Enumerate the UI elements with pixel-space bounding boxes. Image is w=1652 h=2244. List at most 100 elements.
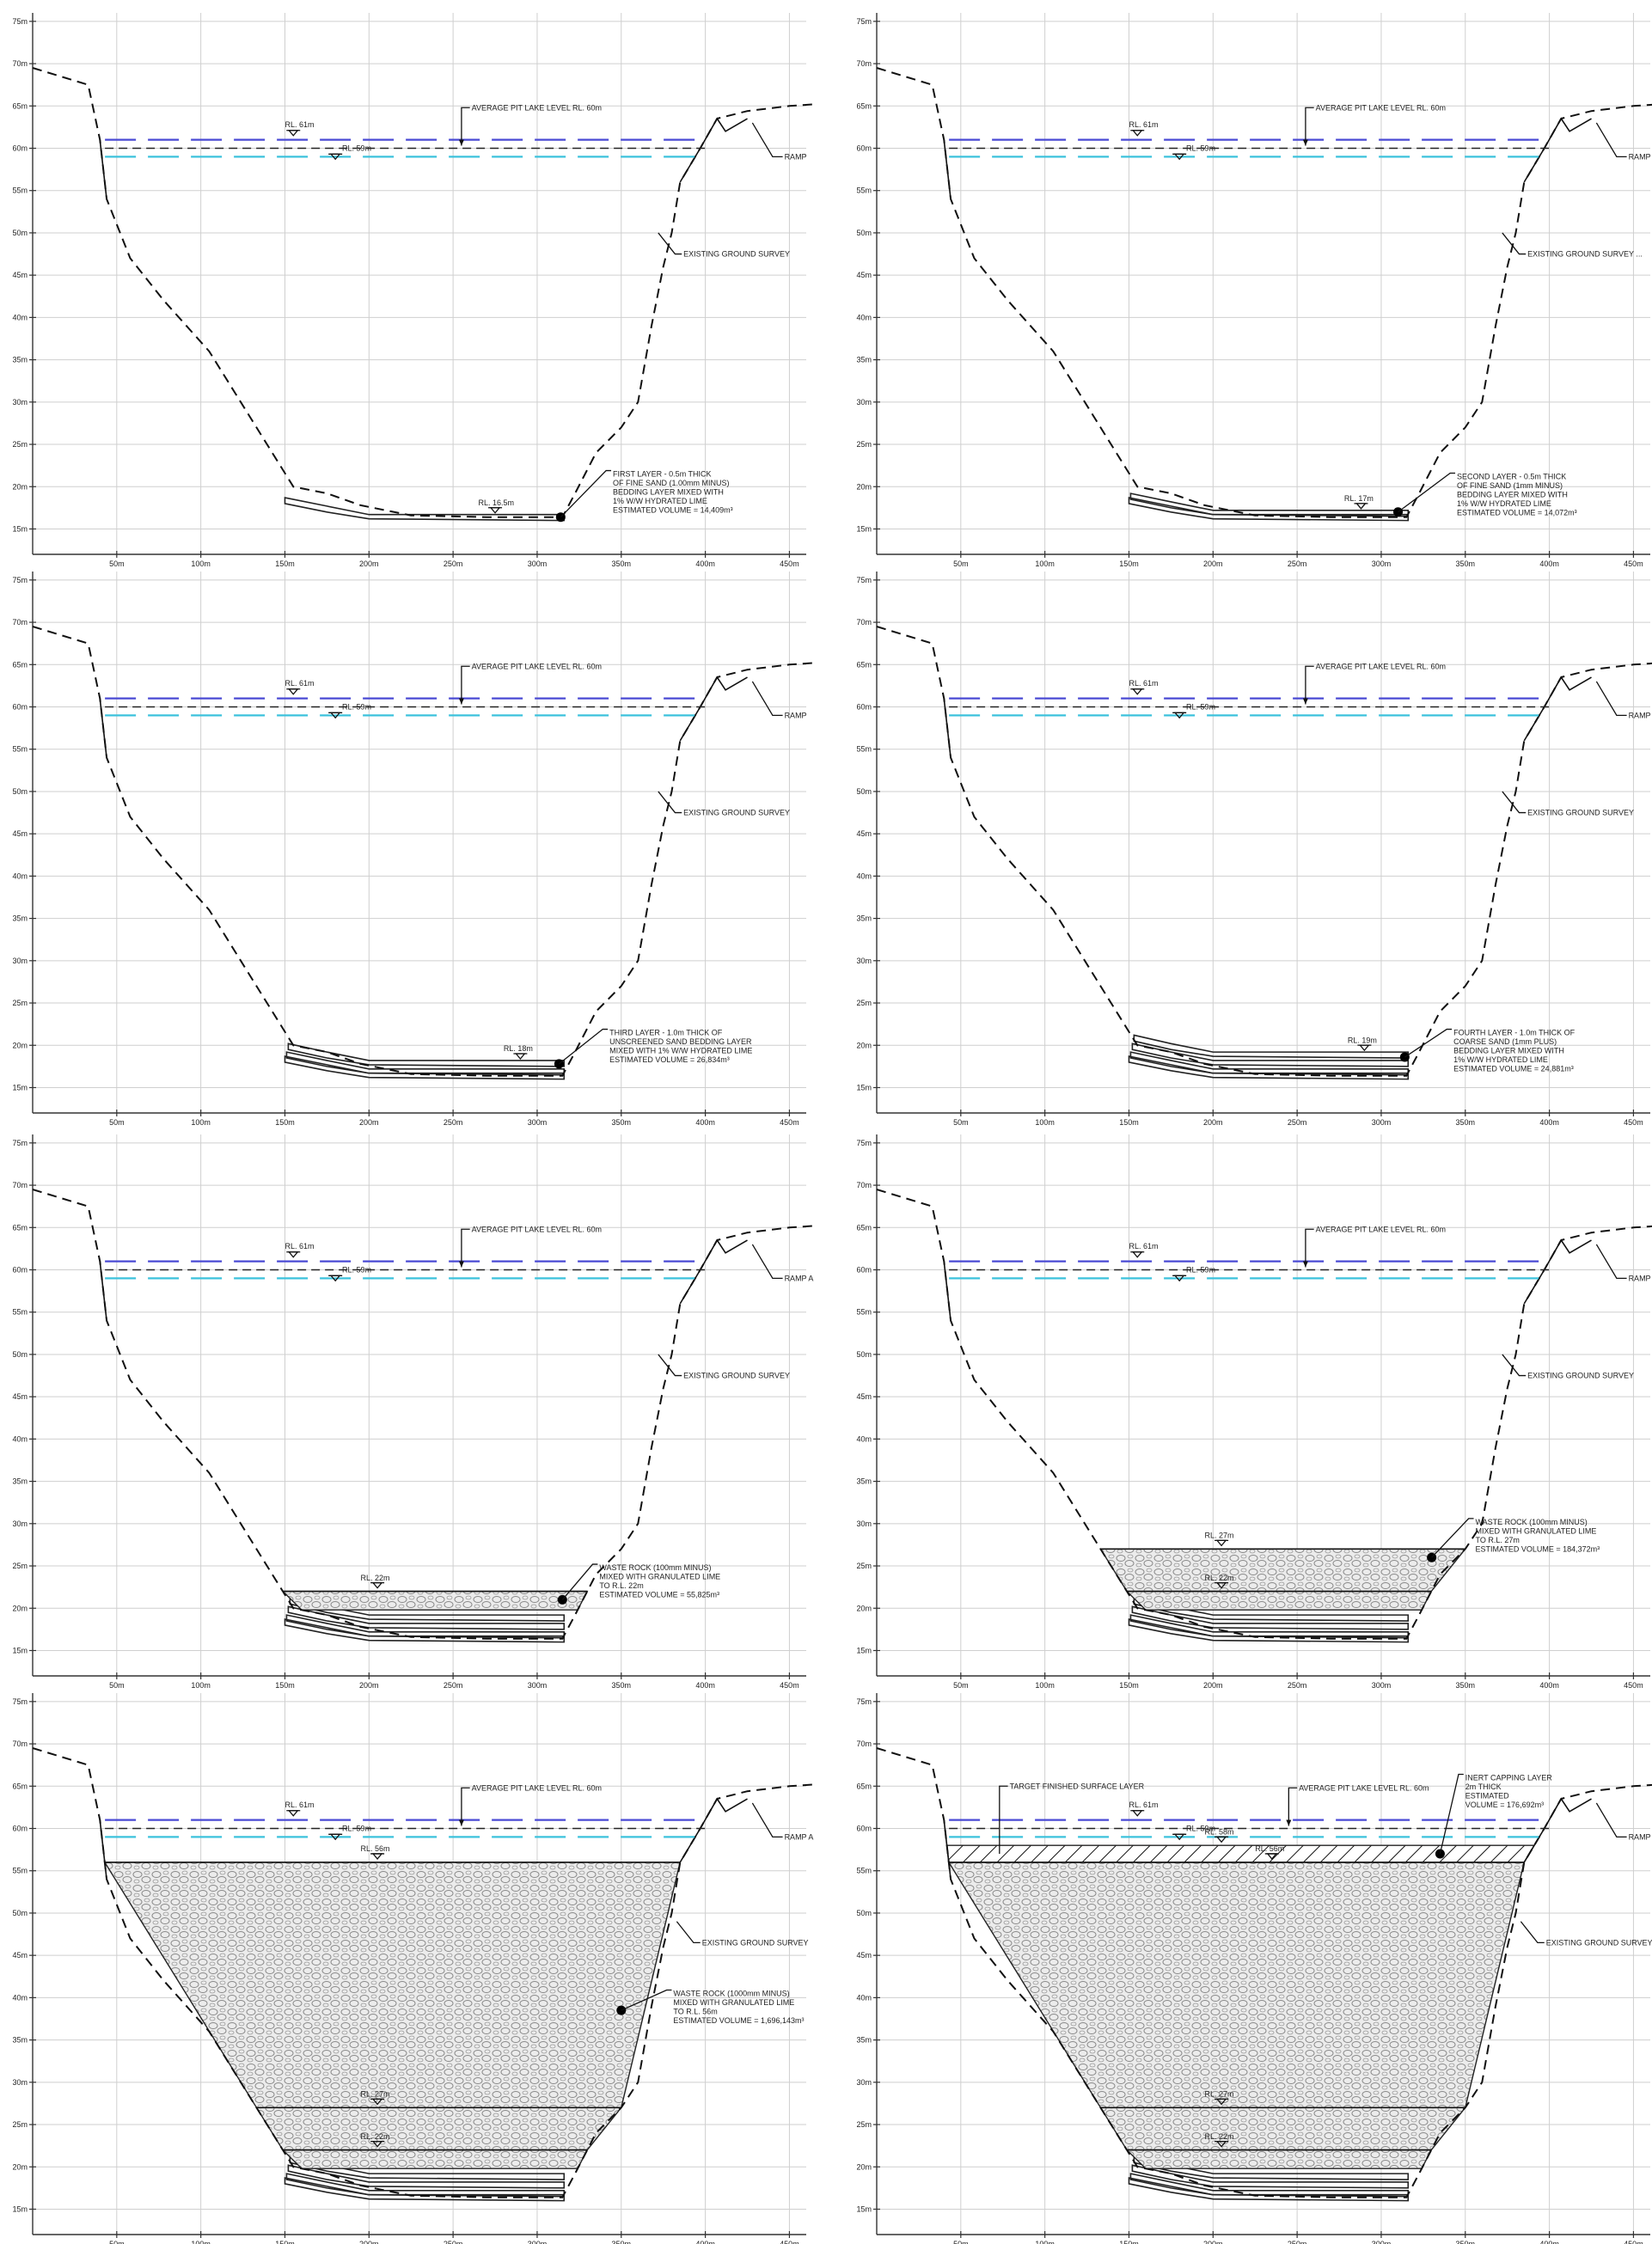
y-tick-label: 20m xyxy=(12,1041,28,1049)
ramp-label: RAMP A xyxy=(785,1274,814,1282)
layer-annotation-line: FOURTH LAYER - 1.0m THICK OF xyxy=(1453,1028,1576,1036)
y-tick-label: 70m xyxy=(12,618,28,627)
x-tick-label: 50m xyxy=(953,1118,969,1127)
rl-label: RL. 22m xyxy=(361,2132,390,2141)
lake-level-leader xyxy=(461,1787,470,1826)
y-tick-label: 40m xyxy=(856,313,872,321)
y-tick-label: 55m xyxy=(12,1308,28,1317)
bedding-layer xyxy=(1128,2177,1410,2202)
lake-level-arrow xyxy=(1286,1819,1292,1826)
section-panel-second-layer: 75m 70m 65m 60m 55m 50m 45m 40m 35m 30m 25m 20m 15m 5… xyxy=(856,13,1652,568)
y-tick-label: 35m xyxy=(12,914,28,923)
layer-annotation-line: TO R.L. 27m xyxy=(1476,1536,1520,1544)
lake-level-arrow xyxy=(458,1261,464,1268)
section-panel-first-layer: 75m 70m 65m 60m 55m 50m 45m 40m 35m 30m 25m 20m 15m 5… xyxy=(12,13,815,568)
rl-61-label: RL. 61m xyxy=(285,120,314,129)
ground-survey-label: EXISTING GROUND SURVEY xyxy=(683,250,790,259)
bedding-layer xyxy=(285,1051,566,1076)
rl-59-label: RL. 59m xyxy=(1186,1824,1215,1832)
x-tick-label: 200m xyxy=(1203,1681,1223,1690)
x-tick-label: 450m xyxy=(780,1118,799,1127)
ramp-profile xyxy=(1523,676,1592,742)
y-tick-label: 65m xyxy=(856,1223,872,1232)
ramp-profile xyxy=(1523,1238,1592,1305)
x-tick-label: 450m xyxy=(1624,2240,1643,2244)
level-marker-triangle xyxy=(1131,130,1143,137)
y-tick-label: 60m xyxy=(12,703,28,712)
bedding-layer xyxy=(1128,1055,1410,1080)
rl-59-label: RL. 59m xyxy=(1186,1265,1215,1274)
y-tick-label: 75m xyxy=(856,1139,872,1147)
ramp-leader xyxy=(1595,1244,1627,1279)
lake-level-arrow xyxy=(1302,698,1308,705)
lake-level-label: AVERAGE PIT LAKE LEVEL RL. 60m xyxy=(1316,662,1446,670)
x-tick-label: 400m xyxy=(1539,1118,1559,1127)
y-tick-label: 70m xyxy=(856,59,872,68)
layer-annotation-line: TO R.L. 22m xyxy=(599,1581,643,1590)
y-tick-label: 40m xyxy=(12,1993,28,2002)
x-tick-label: 100m xyxy=(1035,1681,1055,1690)
level-marker-triangle xyxy=(371,1581,383,1589)
bedding-layer xyxy=(1129,2173,1410,2198)
x-tick-label: 400m xyxy=(695,559,715,568)
y-tick-label: 65m xyxy=(12,660,28,669)
y-tick-label: 25m xyxy=(856,999,872,1007)
waste-rock-layer-22 xyxy=(1125,2149,1433,2169)
existing-ground-profile xyxy=(876,67,1652,518)
x-tick-label: 400m xyxy=(695,2240,715,2244)
bedding-layer xyxy=(1129,1051,1410,1076)
x-tick-label: 100m xyxy=(1035,559,1055,568)
rl-59-label: RL. 59m xyxy=(342,702,371,711)
y-tick-label: 55m xyxy=(856,1867,872,1875)
layer-callout-leader xyxy=(1431,1518,1474,1558)
y-tick-label: 60m xyxy=(856,1825,872,1833)
rl-label: RL. 16.5m xyxy=(478,498,514,507)
x-tick-label: 100m xyxy=(191,1118,211,1127)
ramp-leader xyxy=(751,122,783,157)
ramp-leader xyxy=(751,1802,783,1837)
x-tick-label: 400m xyxy=(1539,1681,1559,1690)
layer-callout-leader xyxy=(1398,472,1456,513)
y-tick-label: 60m xyxy=(12,1266,28,1275)
level-marker-triangle xyxy=(287,1810,299,1817)
rl-59-label: RL. 59m xyxy=(342,144,371,152)
pit-wall-edge xyxy=(943,698,951,758)
y-tick-label: 25m xyxy=(12,2120,28,2129)
layer-annotation-line: ESTIMATED VOLUME = 14,072m³ xyxy=(1457,508,1577,517)
x-tick-label: 300m xyxy=(528,559,548,568)
y-tick-label: 20m xyxy=(12,1604,28,1612)
y-tick-label: 20m xyxy=(856,1604,872,1612)
x-tick-label: 150m xyxy=(275,1681,295,1690)
x-tick-label: 50m xyxy=(109,559,125,568)
layer-callout-leader xyxy=(1404,1028,1453,1058)
ground-survey-label: EXISTING GROUND SURVEY xyxy=(1527,1372,1634,1380)
y-tick-label: 15m xyxy=(12,1083,28,1091)
x-tick-label: 350m xyxy=(612,1118,632,1127)
y-tick-label: 70m xyxy=(12,59,28,68)
waste-rock-layer-22 xyxy=(281,2149,589,2169)
layer-annotation-line: WASTE ROCK (100mm MINUS) xyxy=(1476,1518,1588,1526)
lake-level-leader xyxy=(1305,665,1314,705)
lake-level-label: AVERAGE PIT LAKE LEVEL RL. 60m xyxy=(472,1783,602,1792)
bedding-layer xyxy=(1128,497,1410,522)
x-tick-label: 300m xyxy=(1372,1118,1392,1127)
fill-layers xyxy=(945,1844,1536,2202)
layer-annotation-line: COARSE SAND (1mm PLUS) xyxy=(1453,1037,1557,1046)
y-tick-label: 40m xyxy=(856,1993,872,2002)
layer-annotation-line: ESTIMATED xyxy=(1465,1791,1509,1800)
waste-rock-layer-27 xyxy=(1099,1548,1467,1593)
pit-wall-edge xyxy=(99,139,107,199)
x-tick-label: 350m xyxy=(612,559,632,568)
y-tick-label: 60m xyxy=(12,1825,28,1833)
x-tick-label: 350m xyxy=(1456,559,1476,568)
layer-annotation-line: ESTIMATED VOLUME = 1,696,143m³ xyxy=(673,2016,804,2025)
x-tick-label: 150m xyxy=(275,2240,295,2244)
y-tick-label: 15m xyxy=(12,1646,28,1654)
bedding-layer xyxy=(284,2177,566,2202)
y-tick-label: 35m xyxy=(856,914,872,923)
x-tick-label: 450m xyxy=(780,1681,799,1690)
ground-survey-leader xyxy=(1502,1354,1527,1377)
rl-61-label: RL. 61m xyxy=(1129,1801,1158,1809)
ramp-profile xyxy=(1523,1797,1592,1863)
bedding-layer xyxy=(1128,1618,1410,1643)
